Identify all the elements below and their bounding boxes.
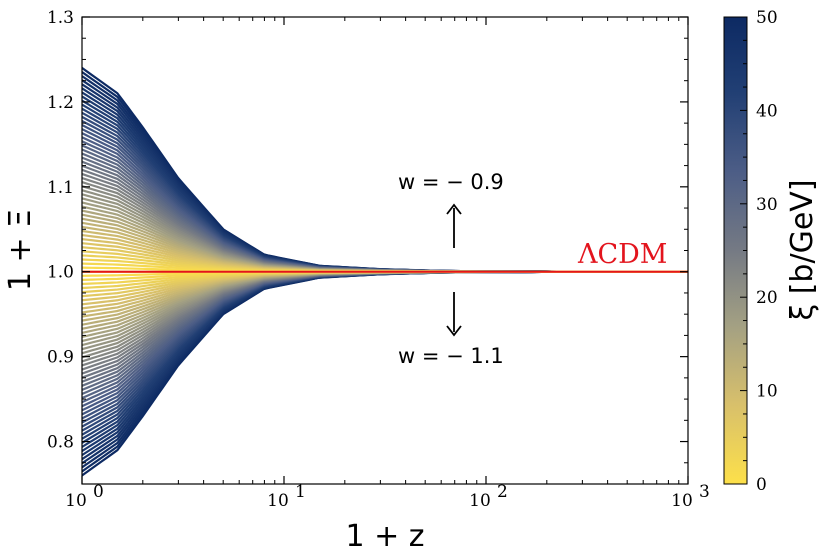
x-tick-label: 10 [267,491,289,511]
lower-curve-family [82,270,688,477]
y-tick-label: 0.8 [47,433,74,453]
y-tick-label: 1.0 [47,263,74,283]
x-tick-exponent: 3 [699,482,710,502]
y-axis-ticks: 0.8 0.9 1.0 1.1 1.2 1.3 [47,8,688,485]
colorbar-tick-label: 50 [756,8,778,28]
y-tick-label: 0.9 [47,348,74,368]
colorbar-tick-label: 20 [756,288,778,308]
x-tick-exponent: 0 [93,482,104,502]
down-arrow [446,292,462,337]
colorbar-label: ξ [b/GeV] [785,179,820,320]
colorbar-tick-label: 40 [756,101,778,121]
y-tick-label: 1.1 [47,178,74,198]
x-tick-label: 10 [469,491,491,511]
x-tick-exponent: 1 [295,482,306,502]
colorbar-tick-label: 30 [756,195,778,215]
y-tick-label: 1.2 [47,93,74,113]
x-axis-ticks: 10 0 10 1 10 2 10 3 [65,17,710,511]
lcdm-label: ΛCDM [577,239,667,270]
x-axis-label: 1 + z [345,519,424,554]
lower-family-label: w = − 1.1 [398,344,504,368]
x-tick-exponent: 2 [497,482,508,502]
upper-family-label: w = − 0.9 [398,170,504,194]
colorbar-ticks: 0 10 20 30 40 50 [740,8,778,495]
x-tick-label: 10 [65,491,87,511]
colorbar-tick-label: 10 [756,382,778,402]
colorbar-tick-label: 0 [756,475,767,495]
up-arrow [446,203,462,248]
plot-area [82,67,688,477]
colorbar: 0 10 20 30 40 50 ξ [b/GeV] [723,8,820,495]
x-tick-label: 10 [671,491,693,511]
y-axis-label: 1 + Ξ [3,209,38,291]
y-tick-label: 1.3 [47,8,74,28]
